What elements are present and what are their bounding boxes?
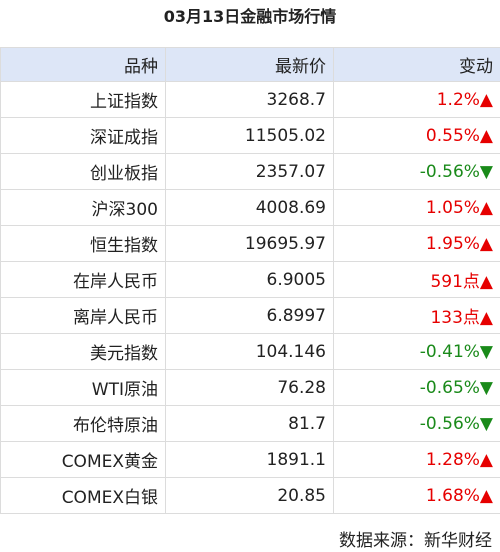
change-cell: 1.28%▲: [333, 441, 500, 478]
source: 数据来源：新华财经: [339, 531, 492, 551]
table-row: 美元指数 104.146 -0.41%▼: [0, 333, 500, 370]
price-cell: 81.7: [165, 405, 334, 442]
price-cell: 20.85: [165, 477, 334, 514]
table-row: WTI原油 76.28 -0.65%▼: [0, 369, 500, 406]
header-cell: 变动: [333, 47, 500, 82]
price-cell: 76.28: [165, 369, 334, 406]
change-cell: -0.56%▼: [333, 405, 500, 442]
header-row: 品种 最新价 变动: [0, 47, 500, 82]
table-row: 恒生指数 19695.97 1.95%▲: [0, 225, 500, 262]
name-cell: 创业板指: [0, 153, 166, 190]
price-cell: 6.8997: [165, 297, 334, 334]
change-cell: 0.55%▲: [333, 117, 500, 154]
change-cell: -0.41%▼: [333, 333, 500, 370]
table-row: 在岸人民币 6.9005 591点▲: [0, 261, 500, 298]
change-cell: 1.95%▲: [333, 225, 500, 262]
name-cell: 深证成指: [0, 117, 166, 154]
change-cell: 591点▲: [333, 261, 500, 298]
name-cell: 上证指数: [0, 81, 166, 118]
name-cell: 布伦特原油: [0, 405, 166, 442]
change-cell: 133点▲: [333, 297, 500, 334]
change-cell: 1.05%▲: [333, 189, 500, 226]
price-cell: 104.146: [165, 333, 334, 370]
header-cell: 品种: [0, 47, 166, 82]
table-row: 上证指数 3268.7 1.2%▲: [0, 81, 500, 118]
header-cell: 最新价: [165, 47, 334, 82]
table-row: 离岸人民币 6.8997 133点▲: [0, 297, 500, 334]
price-cell: 19695.97: [165, 225, 334, 262]
price-cell: 6.9005: [165, 261, 334, 298]
price-cell: 11505.02: [165, 117, 334, 154]
price-cell: 4008.69: [165, 189, 334, 226]
table-row: 布伦特原油 81.7 -0.56%▼: [0, 405, 500, 442]
name-cell: 离岸人民币: [0, 297, 166, 334]
price-cell: 3268.7: [165, 81, 334, 118]
price-cell: 2357.07: [165, 153, 334, 190]
table-row: 沪深300 4008.69 1.05%▲: [0, 189, 500, 226]
table-row: 深证成指 11505.02 0.55%▲: [0, 117, 500, 154]
name-cell: 在岸人民币: [0, 261, 166, 298]
change-cell: 1.68%▲: [333, 477, 500, 514]
title: 03月13日金融市场行情: [163, 7, 337, 26]
change-cell: 1.2%▲: [333, 81, 500, 118]
market-table: 品种 最新价 变动 上证指数 3268.7 1.2%▲ 深证成指 11505.02 0.5…: [0, 47, 500, 514]
table-row: COMEX白银 20.85 1.68%▲: [0, 477, 500, 514]
change-cell: -0.56%▼: [333, 153, 500, 190]
table-row: 创业板指 2357.07 -0.56%▼: [0, 153, 500, 190]
table-body: 上证指数 3268.7 1.2%▲ 深证成指 11505.02 0.55%▲ 创业板指 235…: [0, 81, 500, 514]
name-cell: 沪深300: [0, 189, 166, 226]
name-cell: COMEX黄金: [0, 441, 166, 478]
name-cell: WTI原油: [0, 369, 166, 406]
table-row: COMEX黄金 1891.1 1.28%▲: [0, 441, 500, 478]
name-cell: 恒生指数: [0, 225, 166, 262]
change-cell: -0.65%▼: [333, 369, 500, 406]
name-cell: COMEX白银: [0, 477, 166, 514]
price-cell: 1891.1: [165, 441, 334, 478]
name-cell: 美元指数: [0, 333, 166, 370]
